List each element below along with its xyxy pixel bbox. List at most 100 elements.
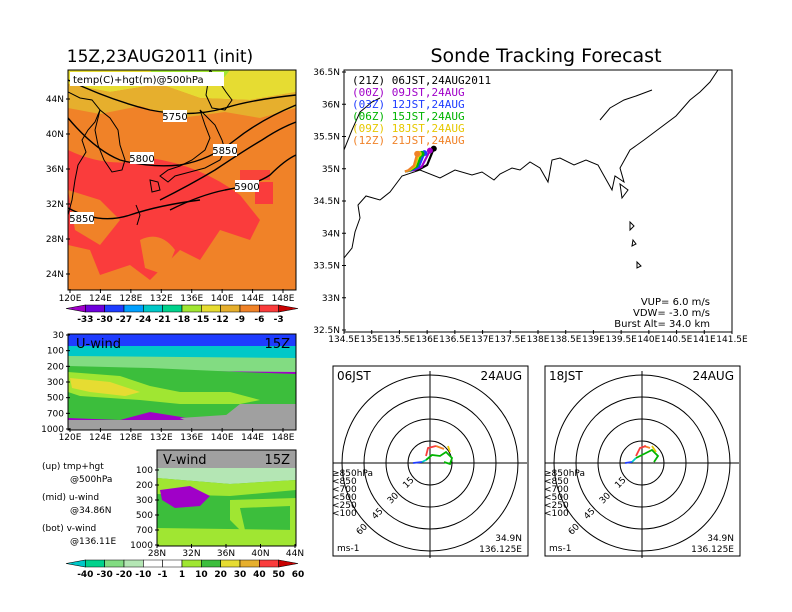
pressure-tick-label: 700: [136, 526, 153, 536]
hodograph-trace: [447, 445, 451, 453]
temperature-colorbar: -33 -30 -27 -24 -21 -18 -15 -12 -9 -6 -3: [65, 304, 299, 325]
hodo-level-legend: <700: [544, 485, 569, 495]
hodo-date: 24AUG: [480, 369, 522, 383]
lon-tick-label: 120E: [59, 433, 82, 443]
lat-tick-label: 40N: [251, 549, 269, 559]
sonde-burst-point: [426, 147, 433, 154]
colorbar-label: 30: [234, 570, 247, 580]
colorbar-swatch: [65, 304, 86, 313]
hodo-date: 24AUG: [692, 369, 734, 383]
lat-tick-label: 34.5N: [313, 197, 340, 207]
coastline: [344, 97, 381, 151]
colorbar-swatch: [278, 559, 299, 568]
lat-tick-label: 40N: [46, 130, 64, 140]
lon-tick-label: 140E: [211, 433, 234, 443]
lat-tick-label: 36N: [217, 549, 235, 559]
lat-tick-label: 36.5N: [313, 68, 340, 78]
lat-tick-label: 32N: [182, 549, 200, 559]
colorbar-label: 60: [292, 570, 305, 580]
lon-tick-label: 132E: [150, 433, 173, 443]
lon-tick-label: 138.5E: [550, 335, 582, 345]
lat-tick-label: 28N: [46, 235, 64, 245]
colorbar-label: 20: [214, 570, 227, 580]
wind-colorbar: -40 -30 -20 -10 -1 1 10 20 30 40 50 60: [65, 559, 305, 580]
colorbar-swatch: [162, 304, 183, 313]
hodograph-trace: [425, 450, 454, 466]
hodograph-trace: [435, 445, 445, 450]
colorbar-label: 50: [272, 570, 285, 580]
hodograph-trace: [412, 461, 423, 464]
hodo-units: ms-1: [337, 544, 359, 554]
coastline: [344, 70, 719, 259]
lon-tick-label: 144E: [241, 433, 264, 443]
lon-tick-label: 138E: [527, 335, 550, 345]
colorbar-label: -33: [77, 315, 93, 325]
colorbar-label: -6: [254, 315, 264, 325]
colorbar-swatch: [181, 559, 202, 568]
panel-notes: (up) tmp+hgt @500hPa (mid) u-wind @34.86…: [42, 462, 116, 547]
left-title: 15Z,23AUG2011 (init): [67, 47, 253, 67]
colorbar-label: -1: [158, 570, 168, 580]
colorbar-label: -12: [213, 315, 229, 325]
colorbar-label: -40: [77, 570, 93, 580]
lon-tick-label: 140E: [211, 294, 234, 304]
colorbar-swatch: [220, 559, 241, 568]
hodograph-trace: [421, 459, 427, 463]
track-legend-entry: (03Z) 12JST,24AUG: [352, 98, 465, 111]
colorbar-swatch: [143, 304, 163, 313]
contour-label: 5750: [162, 112, 187, 123]
hodograph-trace: [635, 448, 660, 463]
lon-tick-label: 124E: [89, 294, 112, 304]
lon-tick-label: 144E: [241, 294, 264, 304]
hodo-time: 18JST: [549, 369, 583, 383]
u-wind-time: 15Z: [265, 337, 291, 352]
coastline: [599, 89, 653, 121]
lat-tick-label: 35.5N: [313, 133, 340, 143]
colorbar-swatch: [201, 304, 221, 313]
right-title: Sonde Tracking Forecast: [430, 45, 661, 67]
island: [631, 238, 637, 247]
colorbar-swatch: [85, 559, 105, 568]
colorbar-label: -27: [116, 315, 132, 325]
colorbar-swatch: [259, 304, 279, 313]
hodo-level-legend: <850: [332, 477, 357, 487]
hodo-level-legend: ≥850hPa: [544, 469, 585, 479]
pressure-tick-label: 100: [47, 347, 64, 357]
lat-tick-label: 33.5N: [313, 262, 340, 272]
note-bot: (bot) v-wind: [42, 524, 96, 534]
hodo-level-legend: <850: [544, 477, 569, 487]
lon-tick-label: 128E: [119, 433, 142, 443]
track-legend-entry: (09Z) 18JST,24AUG: [352, 122, 465, 135]
pressure-tick-label: 30: [53, 331, 65, 341]
colorbar-label: -30: [97, 315, 113, 325]
track-legend-entry: (12Z) 21JST,24AUG: [352, 134, 465, 147]
u-wind-label: U-wind: [76, 337, 121, 352]
colorbar-label: 10: [195, 570, 208, 580]
sonde-track: [404, 153, 419, 173]
note-up-sub: @500hPa: [70, 475, 112, 485]
colorbar-swatch: [278, 304, 299, 313]
upper-panel-label: temp(C)+hgt(m)@500hPa: [73, 75, 204, 86]
lon-tick-label: 132E: [150, 294, 173, 304]
colorbar-swatch: [162, 559, 183, 568]
colorbar-label: -15: [193, 315, 209, 325]
colorbar-swatch: [104, 304, 125, 313]
hodo-lat: 34.9N: [707, 534, 734, 544]
lon-tick-label: 137E: [471, 335, 494, 345]
island: [636, 260, 642, 269]
colorbar-swatch: [143, 559, 163, 568]
hodo-level-legend: <250: [544, 501, 569, 511]
hodo-level-legend: ≥850hPa: [332, 469, 373, 479]
note-bot-sub: @136.11E: [70, 537, 116, 547]
hodo-lat: 34.9N: [495, 534, 522, 544]
lat-tick-label: 32N: [46, 200, 64, 210]
lon-tick-label: 137.5E: [495, 335, 527, 345]
colorbar-swatch: [104, 559, 125, 568]
pressure-tick-label: 1000: [41, 425, 64, 435]
pressure-tick-label: 300: [47, 378, 64, 388]
lon-tick-label: 120E: [59, 294, 82, 304]
hodo-units: ms-1: [549, 544, 571, 554]
lat-tick-label: 34N: [322, 229, 340, 239]
lon-tick-label: 134.5E: [328, 335, 360, 345]
